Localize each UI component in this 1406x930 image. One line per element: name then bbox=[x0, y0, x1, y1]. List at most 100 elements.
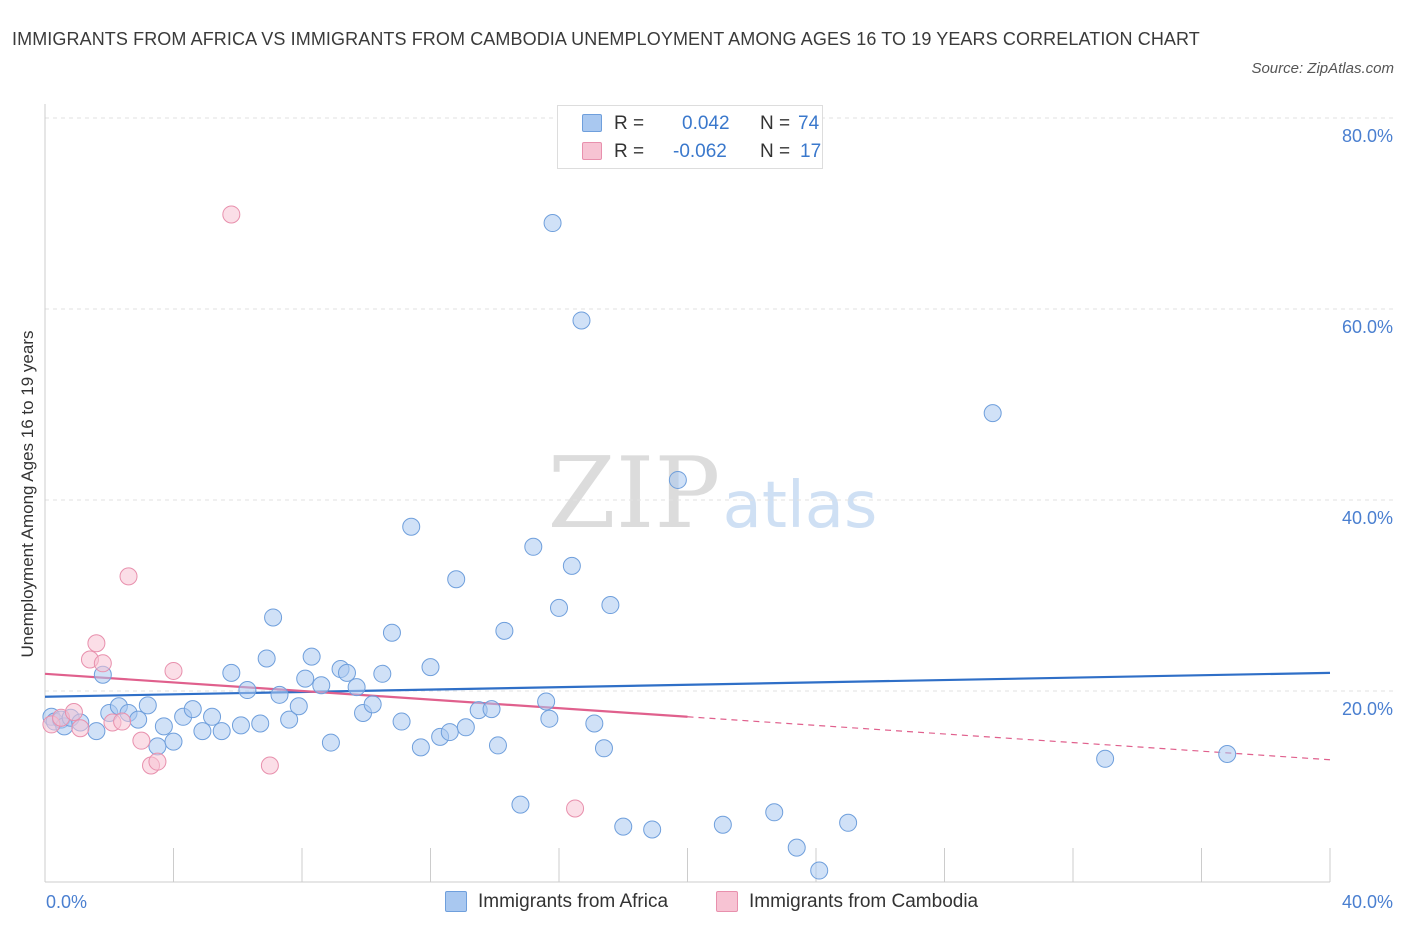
data-point-africa bbox=[280, 710, 299, 729]
r-label: R = bbox=[614, 113, 645, 134]
data-point-africa bbox=[363, 695, 382, 714]
data-point-africa bbox=[238, 681, 257, 700]
data-point-africa bbox=[138, 696, 157, 715]
data-point-cambodia bbox=[113, 712, 132, 731]
x-tick-label-min: 0.0% bbox=[46, 892, 87, 912]
data-point-africa bbox=[572, 311, 591, 330]
n-value: 74 bbox=[798, 113, 820, 134]
data-point-africa bbox=[447, 570, 466, 589]
chart-title: IMMIGRANTS FROM AFRICA VS IMMIGRANTS FRO… bbox=[12, 29, 1200, 49]
data-point-cambodia bbox=[164, 661, 183, 680]
data-point-africa bbox=[392, 712, 411, 731]
y-tick-label: 60.0% bbox=[1342, 317, 1393, 337]
legend-item-africa: Immigrants from Africa bbox=[445, 888, 705, 916]
data-point-africa bbox=[585, 714, 604, 733]
data-point-africa bbox=[643, 820, 662, 839]
r-label: R = bbox=[614, 141, 645, 162]
data-point-africa bbox=[302, 647, 321, 666]
data-point-africa bbox=[421, 658, 440, 677]
data-point-africa bbox=[713, 815, 732, 834]
y-tick-label: 40.0% bbox=[1342, 508, 1393, 528]
data-point-africa bbox=[382, 623, 401, 642]
data-point-africa bbox=[203, 707, 222, 726]
data-point-cambodia bbox=[222, 205, 241, 224]
trend-line-cambodia bbox=[44, 672, 688, 718]
data-point-africa bbox=[983, 404, 1002, 423]
data-point-africa bbox=[562, 556, 581, 575]
source-label: Source: ZipAtlas.com bbox=[1251, 60, 1394, 77]
data-point-cambodia bbox=[566, 799, 585, 818]
data-point-africa bbox=[614, 817, 633, 836]
data-point-cambodia bbox=[119, 567, 138, 586]
data-point-africa bbox=[129, 710, 148, 729]
legend-label-africa: Immigrants from Africa bbox=[478, 891, 669, 912]
data-point-africa bbox=[337, 663, 356, 682]
stats-box: R = 0.042 N = 74 R = -0.062 N = 17 bbox=[557, 105, 823, 169]
r-value: 0.042 bbox=[682, 113, 730, 134]
data-point-africa bbox=[601, 596, 620, 615]
data-point-africa bbox=[289, 697, 308, 716]
data-point-africa bbox=[440, 723, 459, 742]
n-value: 17 bbox=[800, 141, 822, 162]
data-point-africa bbox=[154, 717, 173, 736]
legend-swatch-cambodia bbox=[716, 891, 738, 912]
legend-item-cambodia: Immigrants from Cambodia bbox=[716, 888, 1016, 916]
cambodia-swatch bbox=[582, 142, 602, 160]
r-value: -0.062 bbox=[673, 141, 727, 162]
data-point-africa bbox=[148, 737, 167, 756]
n-label: N = bbox=[760, 113, 791, 134]
legend-swatch-africa bbox=[445, 891, 467, 912]
data-point-cambodia bbox=[148, 752, 167, 771]
data-point-africa bbox=[540, 709, 559, 728]
data-point-africa bbox=[488, 736, 507, 755]
data-point-africa bbox=[839, 813, 858, 832]
data-point-africa bbox=[411, 738, 430, 757]
n-label: N = bbox=[760, 141, 791, 162]
data-point-africa bbox=[183, 700, 202, 719]
data-point-africa bbox=[87, 722, 106, 741]
data-point-cambodia bbox=[132, 731, 151, 750]
data-point-africa bbox=[193, 722, 212, 741]
y-tick-label: 20.0% bbox=[1342, 699, 1393, 719]
data-point-africa bbox=[231, 716, 250, 735]
legend-label-cambodia: Immigrants from Cambodia bbox=[749, 891, 979, 912]
data-point-africa bbox=[321, 733, 340, 752]
data-point-africa bbox=[765, 803, 784, 822]
watermark-atlas: atlas bbox=[723, 469, 878, 543]
y-axis-title: Unemployment Among Ages 16 to 19 years bbox=[18, 331, 37, 658]
trend-line-extension-cambodia bbox=[687, 716, 1331, 761]
data-point-africa bbox=[212, 722, 231, 741]
data-point-africa bbox=[668, 470, 687, 489]
data-point-africa bbox=[347, 678, 366, 697]
data-point-africa bbox=[511, 795, 530, 814]
data-point-africa bbox=[373, 664, 392, 683]
data-point-cambodia bbox=[260, 756, 279, 775]
y-tick-label: 80.0% bbox=[1342, 126, 1393, 146]
data-point-africa bbox=[251, 714, 270, 733]
data-point-africa bbox=[543, 214, 562, 233]
data-point-africa bbox=[1218, 745, 1237, 764]
data-point-africa bbox=[787, 838, 806, 857]
data-point-africa bbox=[1096, 749, 1115, 768]
data-point-africa bbox=[312, 676, 331, 695]
data-point-africa bbox=[456, 718, 475, 737]
data-point-africa bbox=[270, 685, 289, 704]
data-point-africa bbox=[222, 663, 241, 682]
data-point-africa bbox=[594, 739, 613, 758]
data-point-africa bbox=[257, 649, 276, 668]
data-point-cambodia bbox=[93, 654, 112, 673]
data-point-africa bbox=[164, 732, 183, 751]
data-point-africa bbox=[550, 598, 568, 617]
data-point-cambodia bbox=[64, 703, 83, 722]
africa-swatch bbox=[582, 114, 602, 132]
data-point-africa bbox=[810, 861, 829, 880]
data-point-africa bbox=[524, 537, 543, 556]
data-point-cambodia bbox=[87, 634, 106, 653]
data-point-africa bbox=[264, 608, 283, 627]
watermark: ZIP atlas bbox=[548, 437, 878, 551]
data-point-africa bbox=[482, 700, 501, 719]
x-tick-label-max: 40.0% bbox=[1342, 892, 1393, 912]
data-point-cambodia bbox=[71, 719, 90, 738]
data-point-africa bbox=[495, 621, 514, 640]
